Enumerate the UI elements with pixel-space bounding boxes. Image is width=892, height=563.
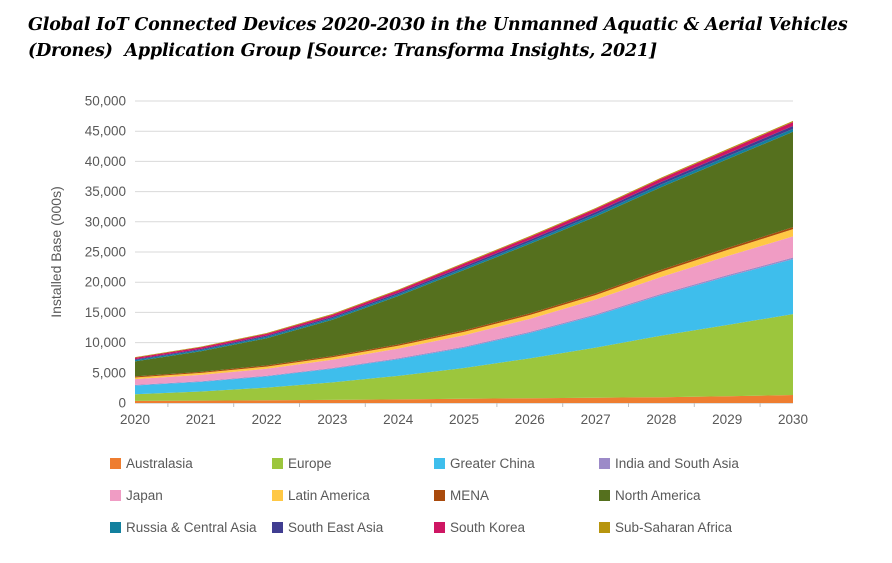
legend-label: India and South Asia: [615, 456, 739, 471]
area-australasia: [135, 395, 793, 403]
legend-marker-australasia: [110, 458, 121, 469]
y-tick-label: 20,000: [85, 275, 126, 290]
legend-marker-latin-america: [272, 490, 283, 501]
legend-label: Russia & Central Asia: [126, 520, 257, 535]
legend-marker-greater-china: [434, 458, 445, 469]
y-tick-label: 35,000: [85, 184, 126, 199]
legend-label: Japan: [126, 488, 163, 503]
legend-item-greater-china: Greater China: [434, 453, 599, 474]
x-tick-label: 2024: [383, 412, 414, 427]
legend-marker-sub-saharan-africa: [599, 522, 610, 533]
legend-label: North America: [615, 488, 701, 503]
legend-marker-japan: [110, 490, 121, 501]
legend-item-japan: Japan: [110, 485, 272, 506]
legend-label: Sub-Saharan Africa: [615, 520, 733, 535]
x-tick-label: 2022: [252, 412, 282, 427]
x-tick-label: 2023: [317, 412, 347, 427]
chart-title: Global IoT Connected Devices 2020-2030 i…: [28, 12, 873, 64]
legend-label: South Korea: [450, 520, 526, 535]
y-tick-label: 15,000: [85, 305, 126, 320]
x-tick-label: 2021: [186, 412, 216, 427]
legend-item-latin-america: Latin America: [272, 485, 434, 506]
area-greater-china: [135, 259, 793, 395]
y-tick-label: 40,000: [85, 154, 126, 169]
y-tick-label: 25,000: [85, 245, 126, 260]
x-tick-label: 2030: [778, 412, 808, 427]
legend-marker-india-and-south-asia: [599, 458, 610, 469]
legend-label: Latin America: [288, 488, 370, 503]
legend-label: Europe: [288, 456, 332, 471]
x-tick-label: 2029: [712, 412, 742, 427]
area-europe: [135, 314, 793, 401]
legend-item-india-and-south-asia: India and South Asia: [599, 453, 840, 474]
y-axis-title: Installed Base (000s): [48, 186, 64, 318]
y-tick-label: 50,000: [85, 94, 126, 109]
x-tick-label: 2026: [515, 412, 545, 427]
y-tick-label: 10,000: [85, 335, 126, 350]
chart-title-line1: Global IoT Connected Devices 2020-2030 i…: [28, 15, 848, 35]
area-north-america: [135, 131, 793, 377]
y-tick-label: 5,000: [92, 365, 126, 380]
legend-item-south-east-asia: South East Asia: [272, 517, 434, 538]
y-tick-label: 45,000: [85, 124, 126, 139]
legend-label: Australasia: [126, 456, 193, 471]
legend-marker-europe: [272, 458, 283, 469]
x-tick-label: 2027: [581, 412, 611, 427]
chart-legend: Australasia Europe Greater China India and …: [110, 453, 840, 538]
legend-item-north-america: North America: [599, 485, 840, 506]
x-tick-label: 2028: [646, 412, 676, 427]
legend-marker-south-east-asia: [272, 522, 283, 533]
legend-marker-north-america: [599, 490, 610, 501]
legend-item-australasia: Australasia: [110, 453, 272, 474]
legend-label: MENA: [450, 488, 490, 503]
legend-item-sub-saharan-africa: Sub-Saharan Africa: [599, 517, 840, 538]
x-tick-label: 2020: [120, 412, 150, 427]
legend-marker-russia-central-asia: [110, 522, 121, 533]
legend-marker-south-korea: [434, 522, 445, 533]
legend-marker-mena: [434, 490, 445, 501]
legend-item-south-korea: South Korea: [434, 517, 599, 538]
y-tick-label: 0: [118, 396, 126, 411]
chart-title-line2: (Drones) Application Group [Source: Tran…: [28, 41, 657, 61]
legend-item-russia-central-asia: Russia & Central Asia: [110, 517, 272, 538]
legend-label: Greater China: [450, 456, 535, 471]
x-tick-label: 2025: [449, 412, 479, 427]
legend-label: South East Asia: [288, 520, 384, 535]
legend-item-europe: Europe: [272, 453, 434, 474]
y-tick-label: 30,000: [85, 214, 126, 229]
legend-item-mena: MENA: [434, 485, 599, 506]
